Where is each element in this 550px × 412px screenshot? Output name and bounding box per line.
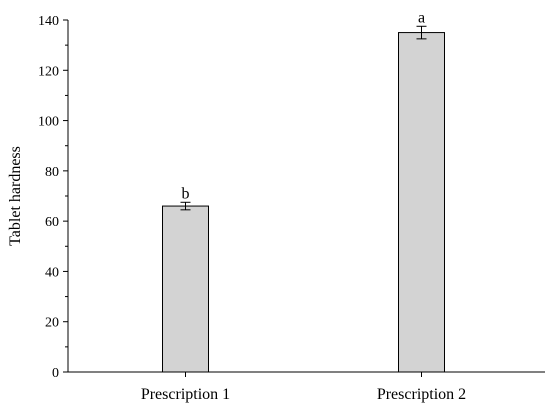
y-tick-label: 0 <box>52 366 59 381</box>
x-tick-label: Prescription 1 <box>141 386 230 403</box>
y-tick-label: 140 <box>38 14 59 29</box>
x-tick-label: Prescription 2 <box>377 386 466 403</box>
x-axis: Prescription 1 Prescription 2 <box>68 371 545 403</box>
y-tick-label: 20 <box>45 316 59 331</box>
y-tick-label: 120 <box>38 64 59 79</box>
y-axis: 0 20 40 60 80 100 120 140 <box>38 14 69 381</box>
y-axis-label: Tablet hardness <box>7 146 24 246</box>
y-tick-label: 60 <box>45 215 59 230</box>
significance-letter: b <box>182 185 190 202</box>
y-tick-label: 40 <box>45 265 59 280</box>
significance-letter: a <box>418 9 425 26</box>
bar <box>162 205 209 373</box>
y-tick-label: 100 <box>38 115 59 130</box>
bars: ba <box>162 9 445 373</box>
y-tick-label: 80 <box>45 165 59 180</box>
bar <box>398 32 445 373</box>
